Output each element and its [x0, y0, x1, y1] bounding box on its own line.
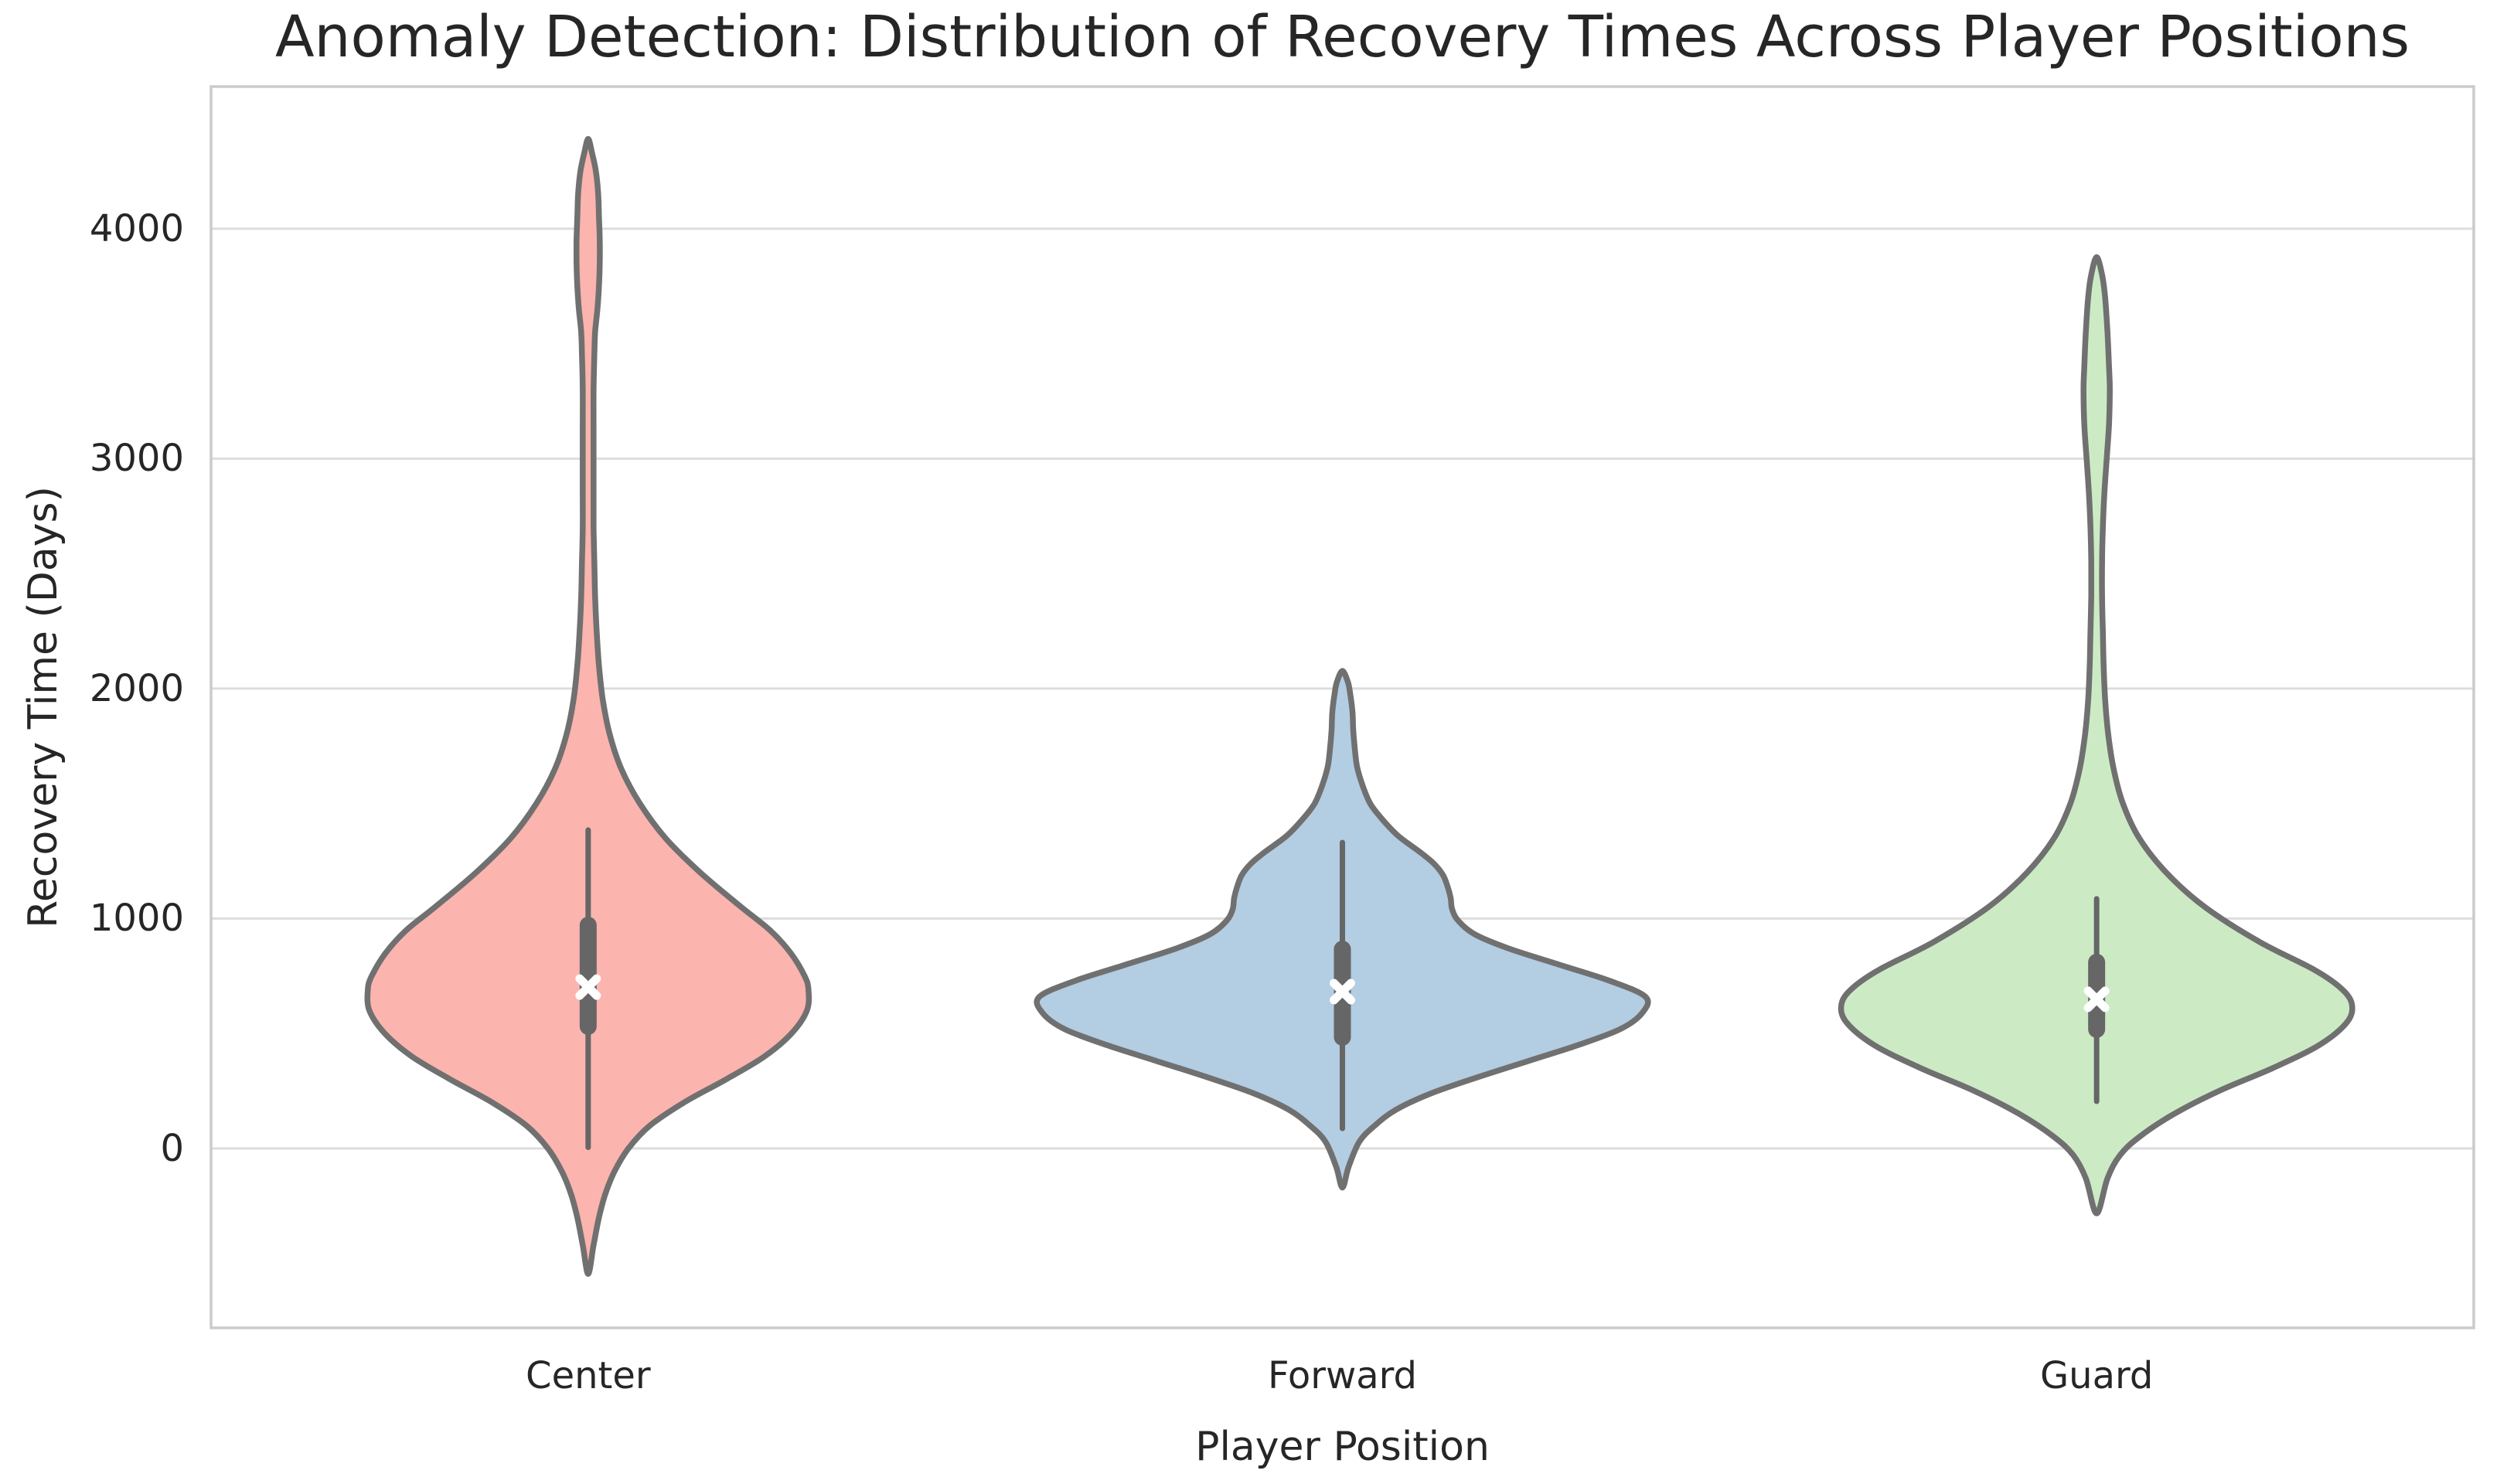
- inner-boxplots: [575, 827, 2110, 1150]
- median-x-marker-guard: [2083, 986, 2110, 1013]
- violins: [364, 136, 2355, 1277]
- x-tick-label-center: Center: [526, 1354, 651, 1397]
- y-tick-label-1000: 1000: [89, 897, 184, 941]
- y-tick-label-2000: 2000: [89, 666, 184, 710]
- y-axis-title: Recovery Time (Days): [20, 486, 66, 928]
- x-tick-label-forward: Forward: [1267, 1354, 1418, 1397]
- axes-border: [209, 85, 2475, 1329]
- y-tick-label-4000: 4000: [89, 206, 184, 250]
- y-tick-label-0: 0: [160, 1126, 184, 1170]
- y-tick-label-3000: 3000: [89, 437, 184, 481]
- violin-center: [364, 136, 812, 1277]
- x-tick-label-guard: Guard: [2039, 1354, 2154, 1397]
- chart-title: Anomaly Detection: Distribution of Recov…: [274, 4, 2410, 70]
- violin-guard: [1838, 254, 2355, 1217]
- median-x-marker-forward: [1330, 979, 1355, 1005]
- median-x-marker-center: [575, 974, 601, 1000]
- x-axis-title: Player Position: [1195, 1424, 1490, 1470]
